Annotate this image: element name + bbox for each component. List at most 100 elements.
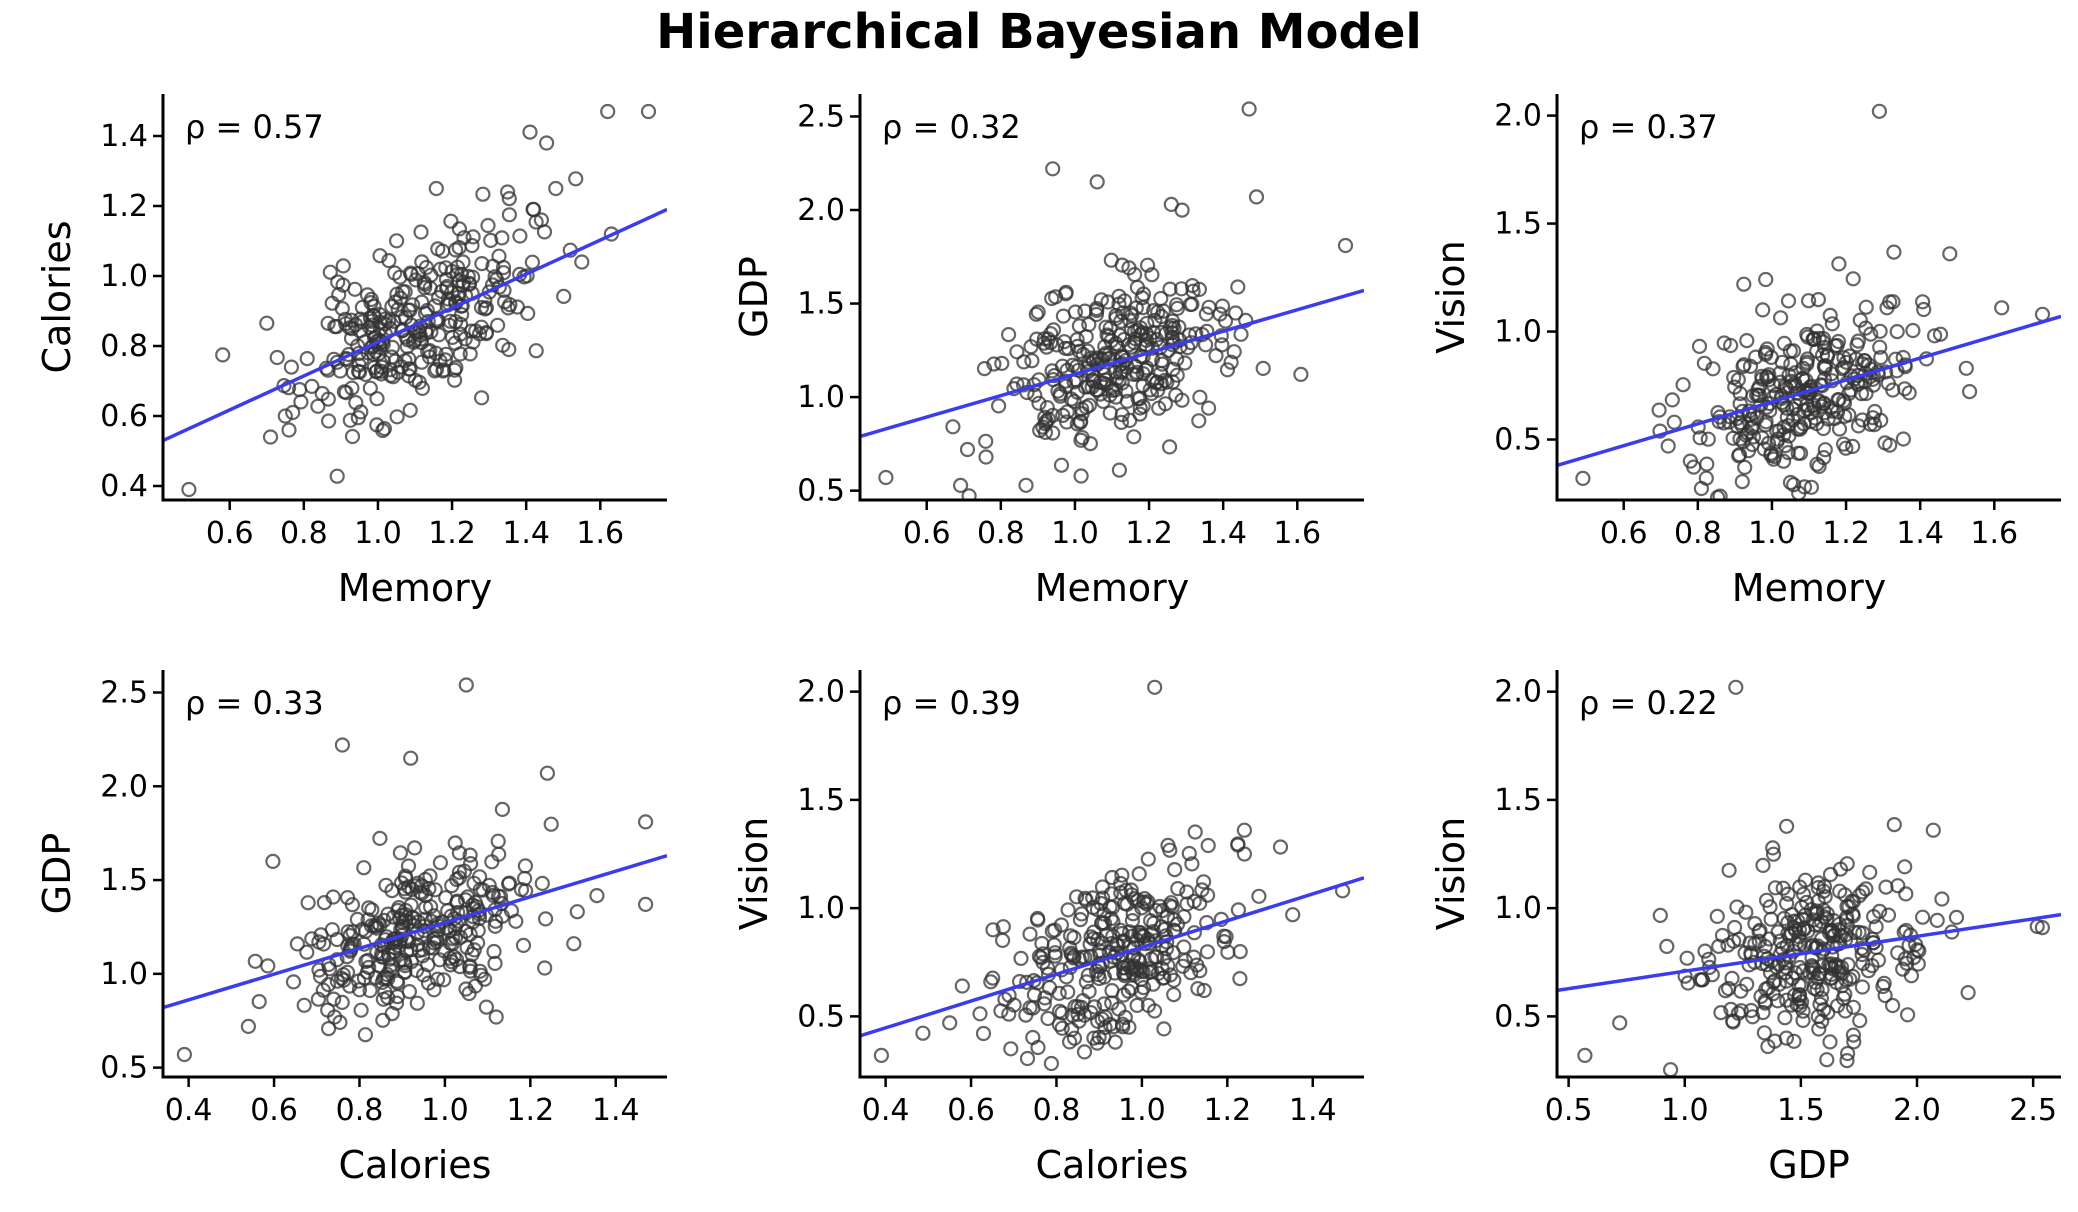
scatter-point	[1829, 936, 1846, 952]
scatter-point	[414, 354, 430, 370]
scatter-point	[399, 339, 415, 355]
scatter-point	[1112, 922, 1128, 938]
scatter-point	[1805, 965, 1821, 981]
scatter-point	[1860, 963, 1877, 979]
scatter-point	[1177, 355, 1193, 371]
scatter-point	[1123, 339, 1139, 355]
scatter-point	[1255, 360, 1271, 376]
scatter-point	[384, 339, 400, 355]
scatter-point	[408, 325, 424, 341]
scatter-point	[1009, 344, 1025, 360]
scatter-point	[961, 488, 977, 500]
scatter-point	[1052, 388, 1068, 404]
scatter-point	[1164, 899, 1180, 915]
y-axis-label: Vision	[732, 817, 776, 930]
scatter-panel-6: 0.5 1.0 1.5 2.0 2.5 0.5 1.0 1.5 2.0 GDP Vision ρ = …	[1429, 670, 2061, 1187]
scatter-point	[465, 334, 481, 350]
scatter-point	[1213, 328, 1229, 344]
scatter-point	[1125, 906, 1141, 922]
scatter-point	[299, 351, 315, 367]
y-tick-label: 1.0	[1494, 891, 1542, 926]
scatter-point	[1879, 300, 1895, 316]
scatter-point	[1839, 1045, 1856, 1062]
scatter-point	[878, 469, 894, 486]
scatter-points	[878, 101, 1354, 500]
scatter-point	[1756, 1025, 1773, 1041]
scatter-point	[1803, 479, 1820, 495]
scatter-point	[1726, 919, 1743, 936]
scatter-point	[451, 864, 467, 880]
scatter-point	[1164, 317, 1181, 334]
scatter-point	[1800, 293, 1817, 309]
scatter-point	[1720, 937, 1736, 953]
scatter-point	[1337, 237, 1354, 254]
scatter-point	[1755, 302, 1771, 318]
scatter-point	[259, 315, 275, 331]
scatter-point	[1186, 949, 1202, 965]
scatter-point	[1085, 890, 1101, 906]
scatter-point	[395, 284, 411, 300]
scatter-point	[432, 855, 448, 871]
scatter-point	[1236, 822, 1253, 838]
scatter-point	[391, 899, 407, 916]
scatter-point	[463, 855, 479, 872]
scatter-point	[1248, 189, 1265, 205]
scatter-point	[1743, 420, 1759, 436]
scatter-point	[509, 299, 526, 315]
scatter-point	[299, 944, 315, 960]
scatter-point	[1651, 402, 1667, 418]
scatter-point	[959, 441, 976, 458]
scatter-point	[1817, 361, 1833, 377]
scatter-point	[1162, 967, 1179, 983]
scatter-point	[1777, 1010, 1793, 1026]
scatter-point	[1832, 883, 1848, 899]
scatter-point	[353, 1002, 369, 1018]
scatter-point	[1862, 864, 1878, 880]
scatter-point	[1139, 257, 1156, 273]
scatter-point	[569, 904, 585, 920]
scatter-point	[1104, 982, 1120, 999]
scatter-point	[1791, 986, 1808, 1003]
scatter-point	[407, 840, 423, 856]
scatter-point	[1811, 1021, 1827, 1037]
scatter-point	[1104, 995, 1120, 1011]
scatter-point	[1810, 292, 1827, 308]
scatter-point	[1914, 909, 1931, 925]
scatter-point	[1799, 356, 1815, 372]
scatter-point	[1155, 970, 1171, 986]
scatter-point	[1132, 391, 1148, 407]
scatter-point	[1664, 392, 1680, 408]
scatter-point	[1098, 345, 1114, 361]
scatter-point	[1027, 387, 1043, 403]
scatter-point	[1759, 369, 1775, 385]
scatter-point	[975, 1025, 992, 1042]
scatter-point	[343, 330, 360, 346]
scatter-point	[495, 259, 512, 276]
scatter-point	[1030, 304, 1046, 320]
scatter-point	[374, 974, 390, 991]
scatter-point	[442, 950, 458, 966]
scatter-point	[1783, 356, 1799, 372]
scatter-point	[1839, 917, 1855, 934]
x-tick-label: 1.2	[428, 516, 476, 551]
scatter-point	[1885, 382, 1901, 398]
scatter-point	[1089, 174, 1105, 190]
scatter-point	[1846, 1034, 1862, 1050]
scatter-point	[1854, 979, 1871, 995]
scatter-point	[330, 274, 346, 290]
scatter-point	[456, 230, 472, 246]
scatter-point	[384, 1005, 400, 1022]
scatter-point	[1117, 1009, 1133, 1026]
scatter-point	[1066, 393, 1082, 409]
scatter-point	[1001, 1006, 1017, 1022]
regression-line	[860, 288, 1364, 439]
correlation-annotation: ρ = 0.22	[1579, 684, 1718, 722]
scatter-point	[1111, 462, 1128, 478]
scatter-point	[285, 974, 302, 990]
scatter-point	[304, 931, 320, 947]
scatter-point	[348, 395, 364, 411]
scatter-point	[332, 1014, 348, 1031]
scatter-point	[1711, 414, 1727, 430]
scatter-points	[873, 679, 1351, 1072]
scatter-point	[1173, 281, 1190, 297]
